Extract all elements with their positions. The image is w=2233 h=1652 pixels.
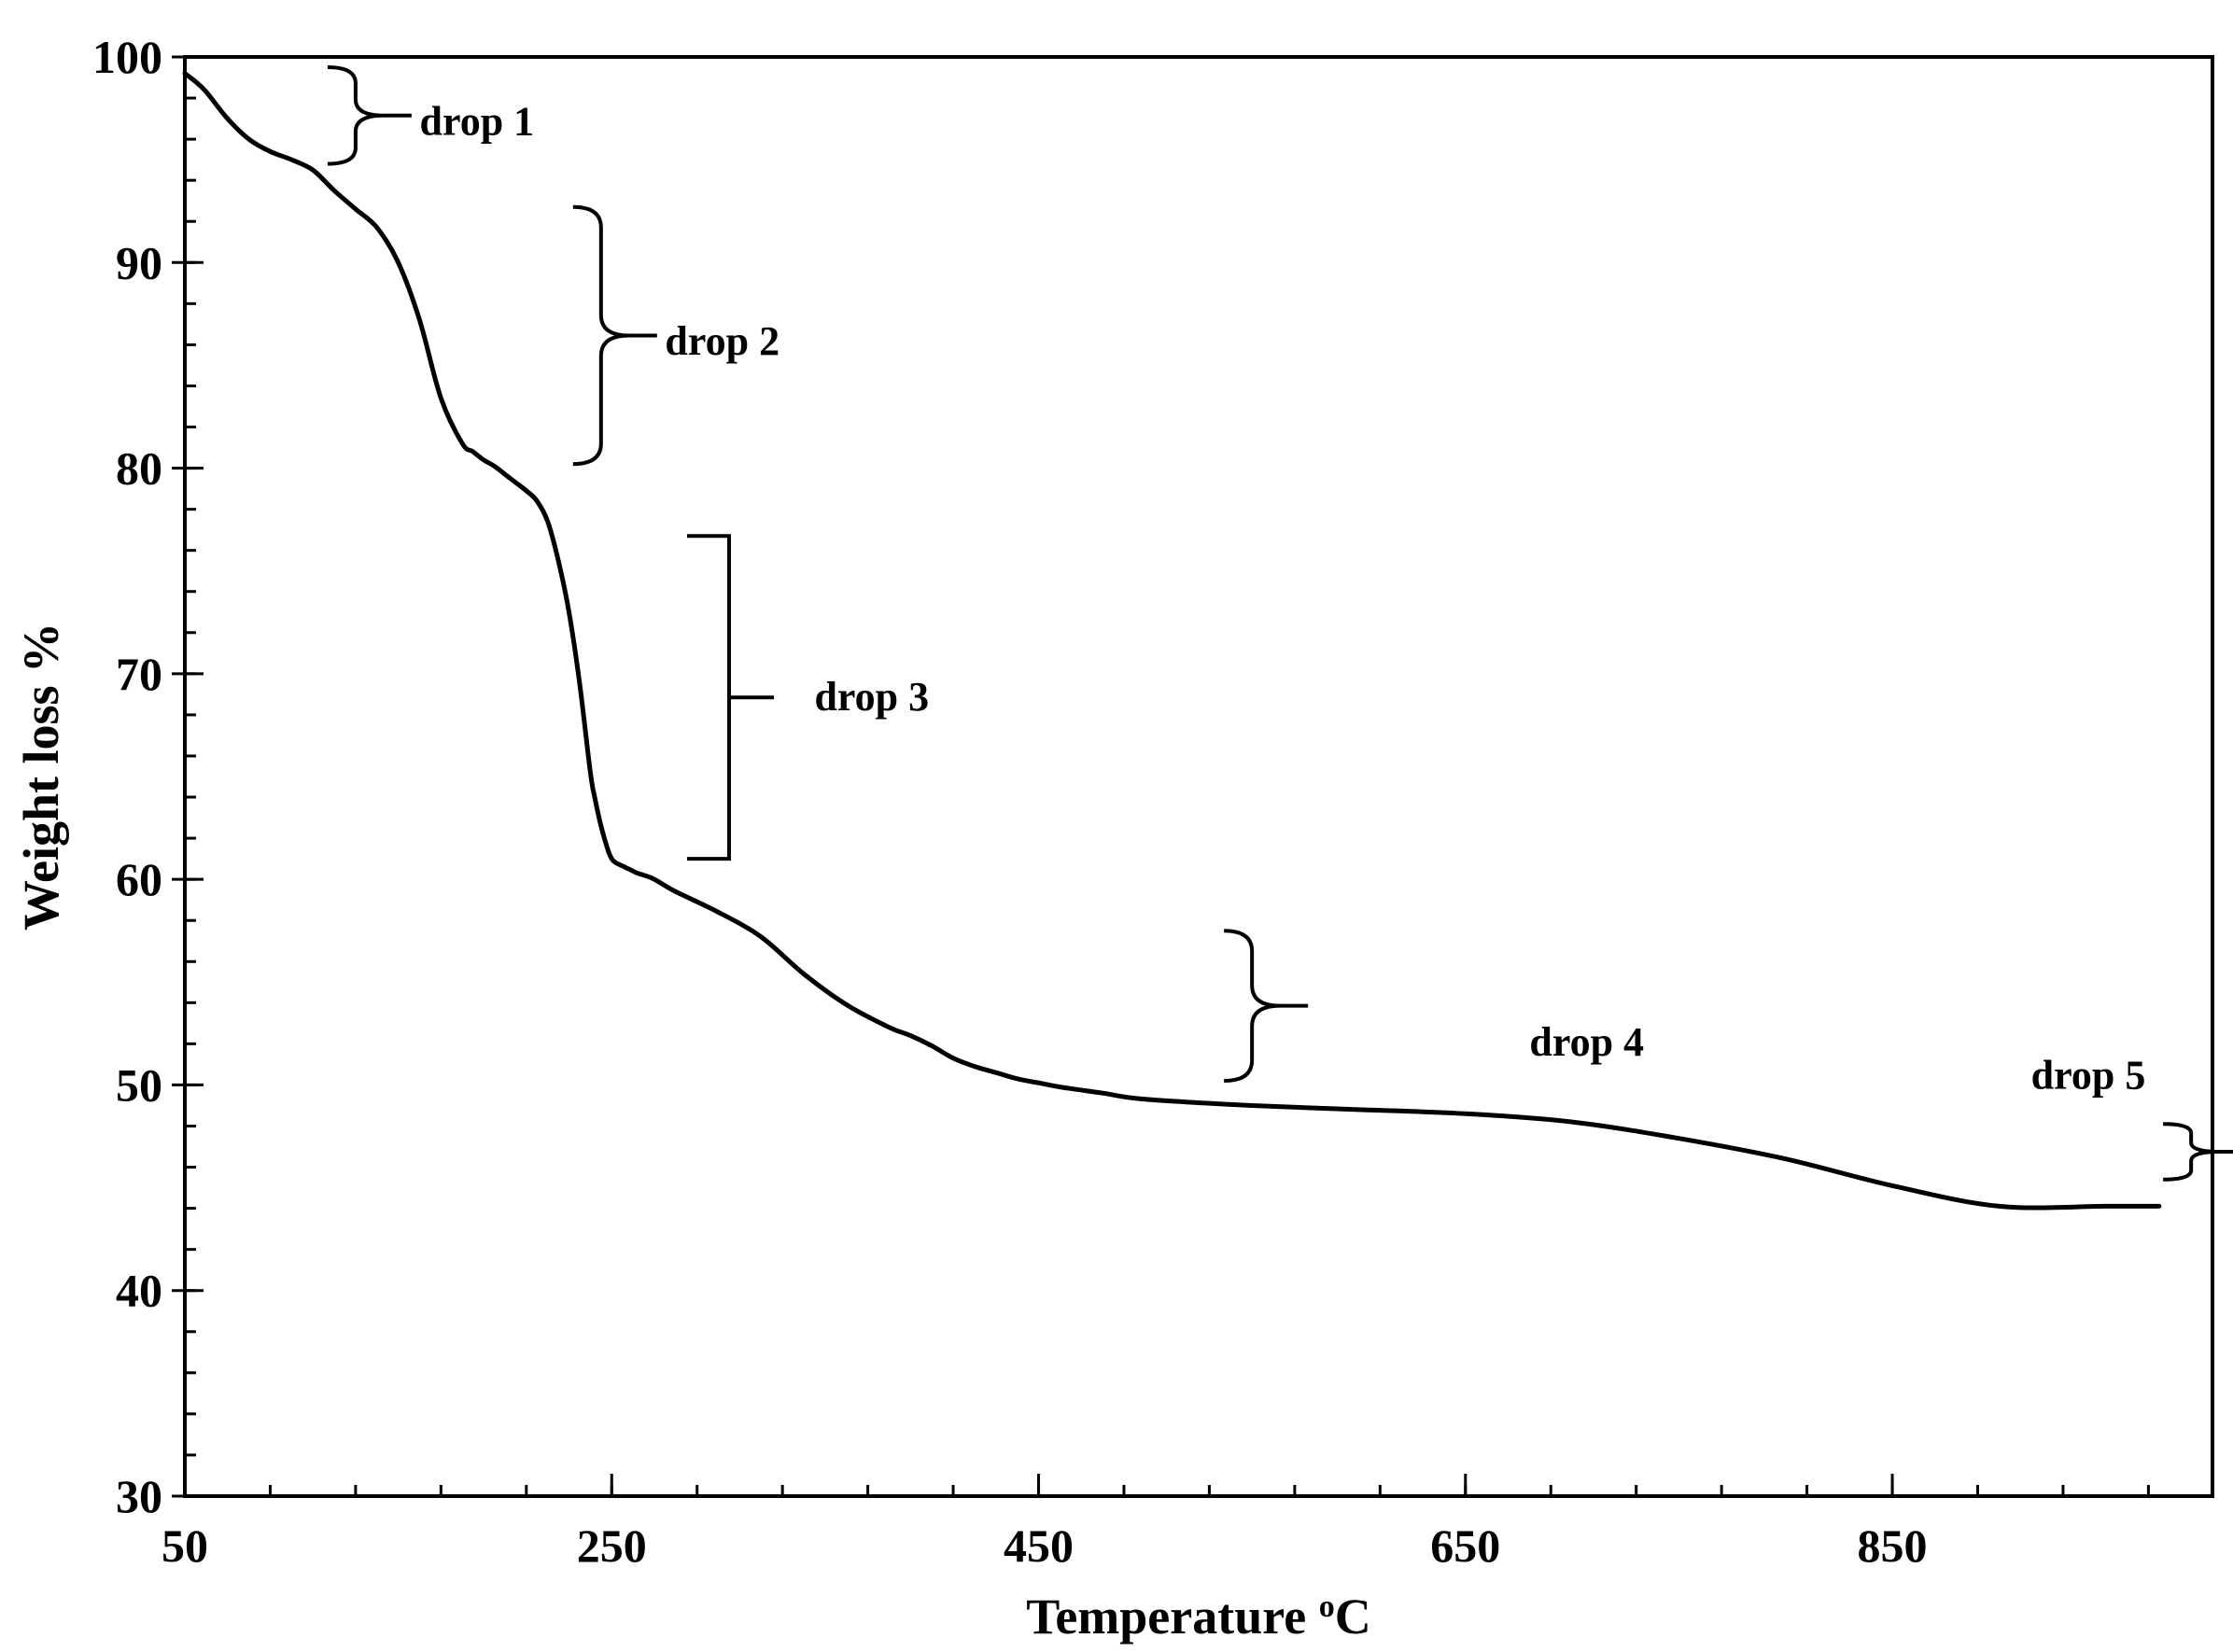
drop-1-label: drop 1 [419,98,534,144]
annotations: drop 1 drop 2 drop 3 drop 4 drop 5 [327,65,2233,1182]
minor-ticks [183,55,2150,1498]
y-tick-label: 80 [116,442,162,495]
drop-2-bracket [572,204,657,467]
y-axis: 30 40 50 60 70 80 90 100 [92,31,204,1522]
x-axis-title-text: Temperature [1026,1589,1318,1645]
x-axis: 50 250 450 650 850 [162,1474,1928,1572]
y-tick-label: 100 [92,31,162,83]
drop-4-label: drop 4 [1529,1019,1644,1065]
drop-5-bracket [2163,1122,2233,1182]
x-tick-label: 250 [577,1519,647,1572]
y-tick-label: 90 [116,236,162,288]
x-axis-title-unit: C [1335,1589,1371,1645]
drop-3-bracket [687,534,775,861]
x-axis-title-degree: o [1319,1589,1335,1624]
drop-1-bracket [327,65,412,166]
y-tick-label: 60 [116,853,162,905]
y-tick-label: 50 [116,1058,162,1111]
weight-loss-curve [182,71,2162,1211]
drop-3-label: drop 3 [814,674,929,720]
drop-4-bracket [1224,929,1309,1084]
x-tick-label: 650 [1430,1519,1500,1572]
x-tick-label: 850 [1858,1519,1928,1572]
y-axis-title: Weight loss % [13,623,69,931]
drop-2-label: drop 2 [665,318,779,364]
y-tick-label: 40 [116,1265,162,1317]
x-tick-label: 450 [1004,1519,1074,1572]
x-axis-title: Temperature oC [1026,1589,1370,1645]
drop-5-label: drop 5 [2031,1052,2146,1098]
y-tick-label: 70 [116,648,162,700]
y-tick-label: 30 [116,1470,162,1522]
plot-frame [183,55,2214,1498]
x-tick-label: 50 [162,1519,208,1572]
